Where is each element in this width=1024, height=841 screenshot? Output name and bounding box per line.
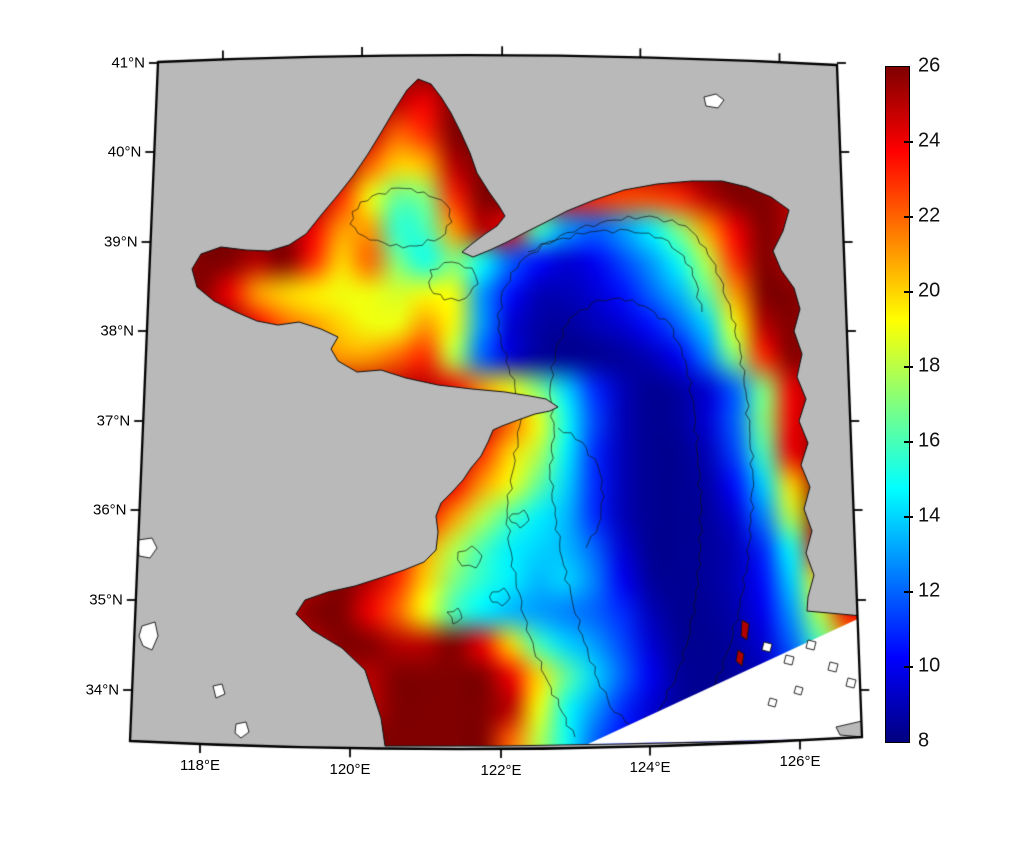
lat-tick-label: 38°N [100, 322, 134, 340]
lon-tick-label: 124°E [629, 759, 671, 777]
colorbar-tick-label: 18 [918, 354, 941, 377]
colorbar-tick-label: 26 [918, 54, 941, 77]
colorbar-tick-label: 20 [918, 279, 941, 302]
colorbar-tick [904, 141, 913, 143]
colorbar-tick-label: 22 [918, 204, 941, 227]
colorbar-tick [904, 291, 913, 293]
colorbar-tick-label: 14 [918, 504, 941, 527]
colorbar-tick [904, 591, 913, 593]
colorbar-tick [904, 216, 913, 218]
lon-tick-label: 122°E [480, 761, 522, 779]
lat-tick-label: 40°N [107, 143, 142, 161]
lat-tick-label: 37°N [96, 412, 131, 430]
lat-tick-label: 41°N [111, 54, 145, 72]
colorbar-tick [904, 441, 913, 443]
colorbar-tick-label: 24 [918, 129, 941, 152]
colorbar-tick-label: 16 [918, 429, 941, 452]
lat-tick-label: 34°N [85, 681, 120, 699]
lon-tick-label: 126°E [779, 753, 821, 771]
colorbar-tick-label: 12 [918, 579, 941, 602]
colorbar-tick [904, 666, 913, 668]
colorbar-tick-label: 8 [918, 729, 930, 752]
lat-tick-label: 39°N [104, 233, 138, 251]
lat-tick-label: 36°N [93, 501, 127, 519]
colorbar [885, 66, 910, 743]
lon-tick-label: 118°E [180, 757, 220, 775]
colorbar-tick-label: 10 [918, 654, 941, 677]
colorbar-tick [904, 516, 913, 518]
lon-tick-label: 120°E [329, 761, 371, 779]
lat-tick-label: 35°N [89, 591, 123, 609]
colorbar-tick [904, 366, 913, 368]
